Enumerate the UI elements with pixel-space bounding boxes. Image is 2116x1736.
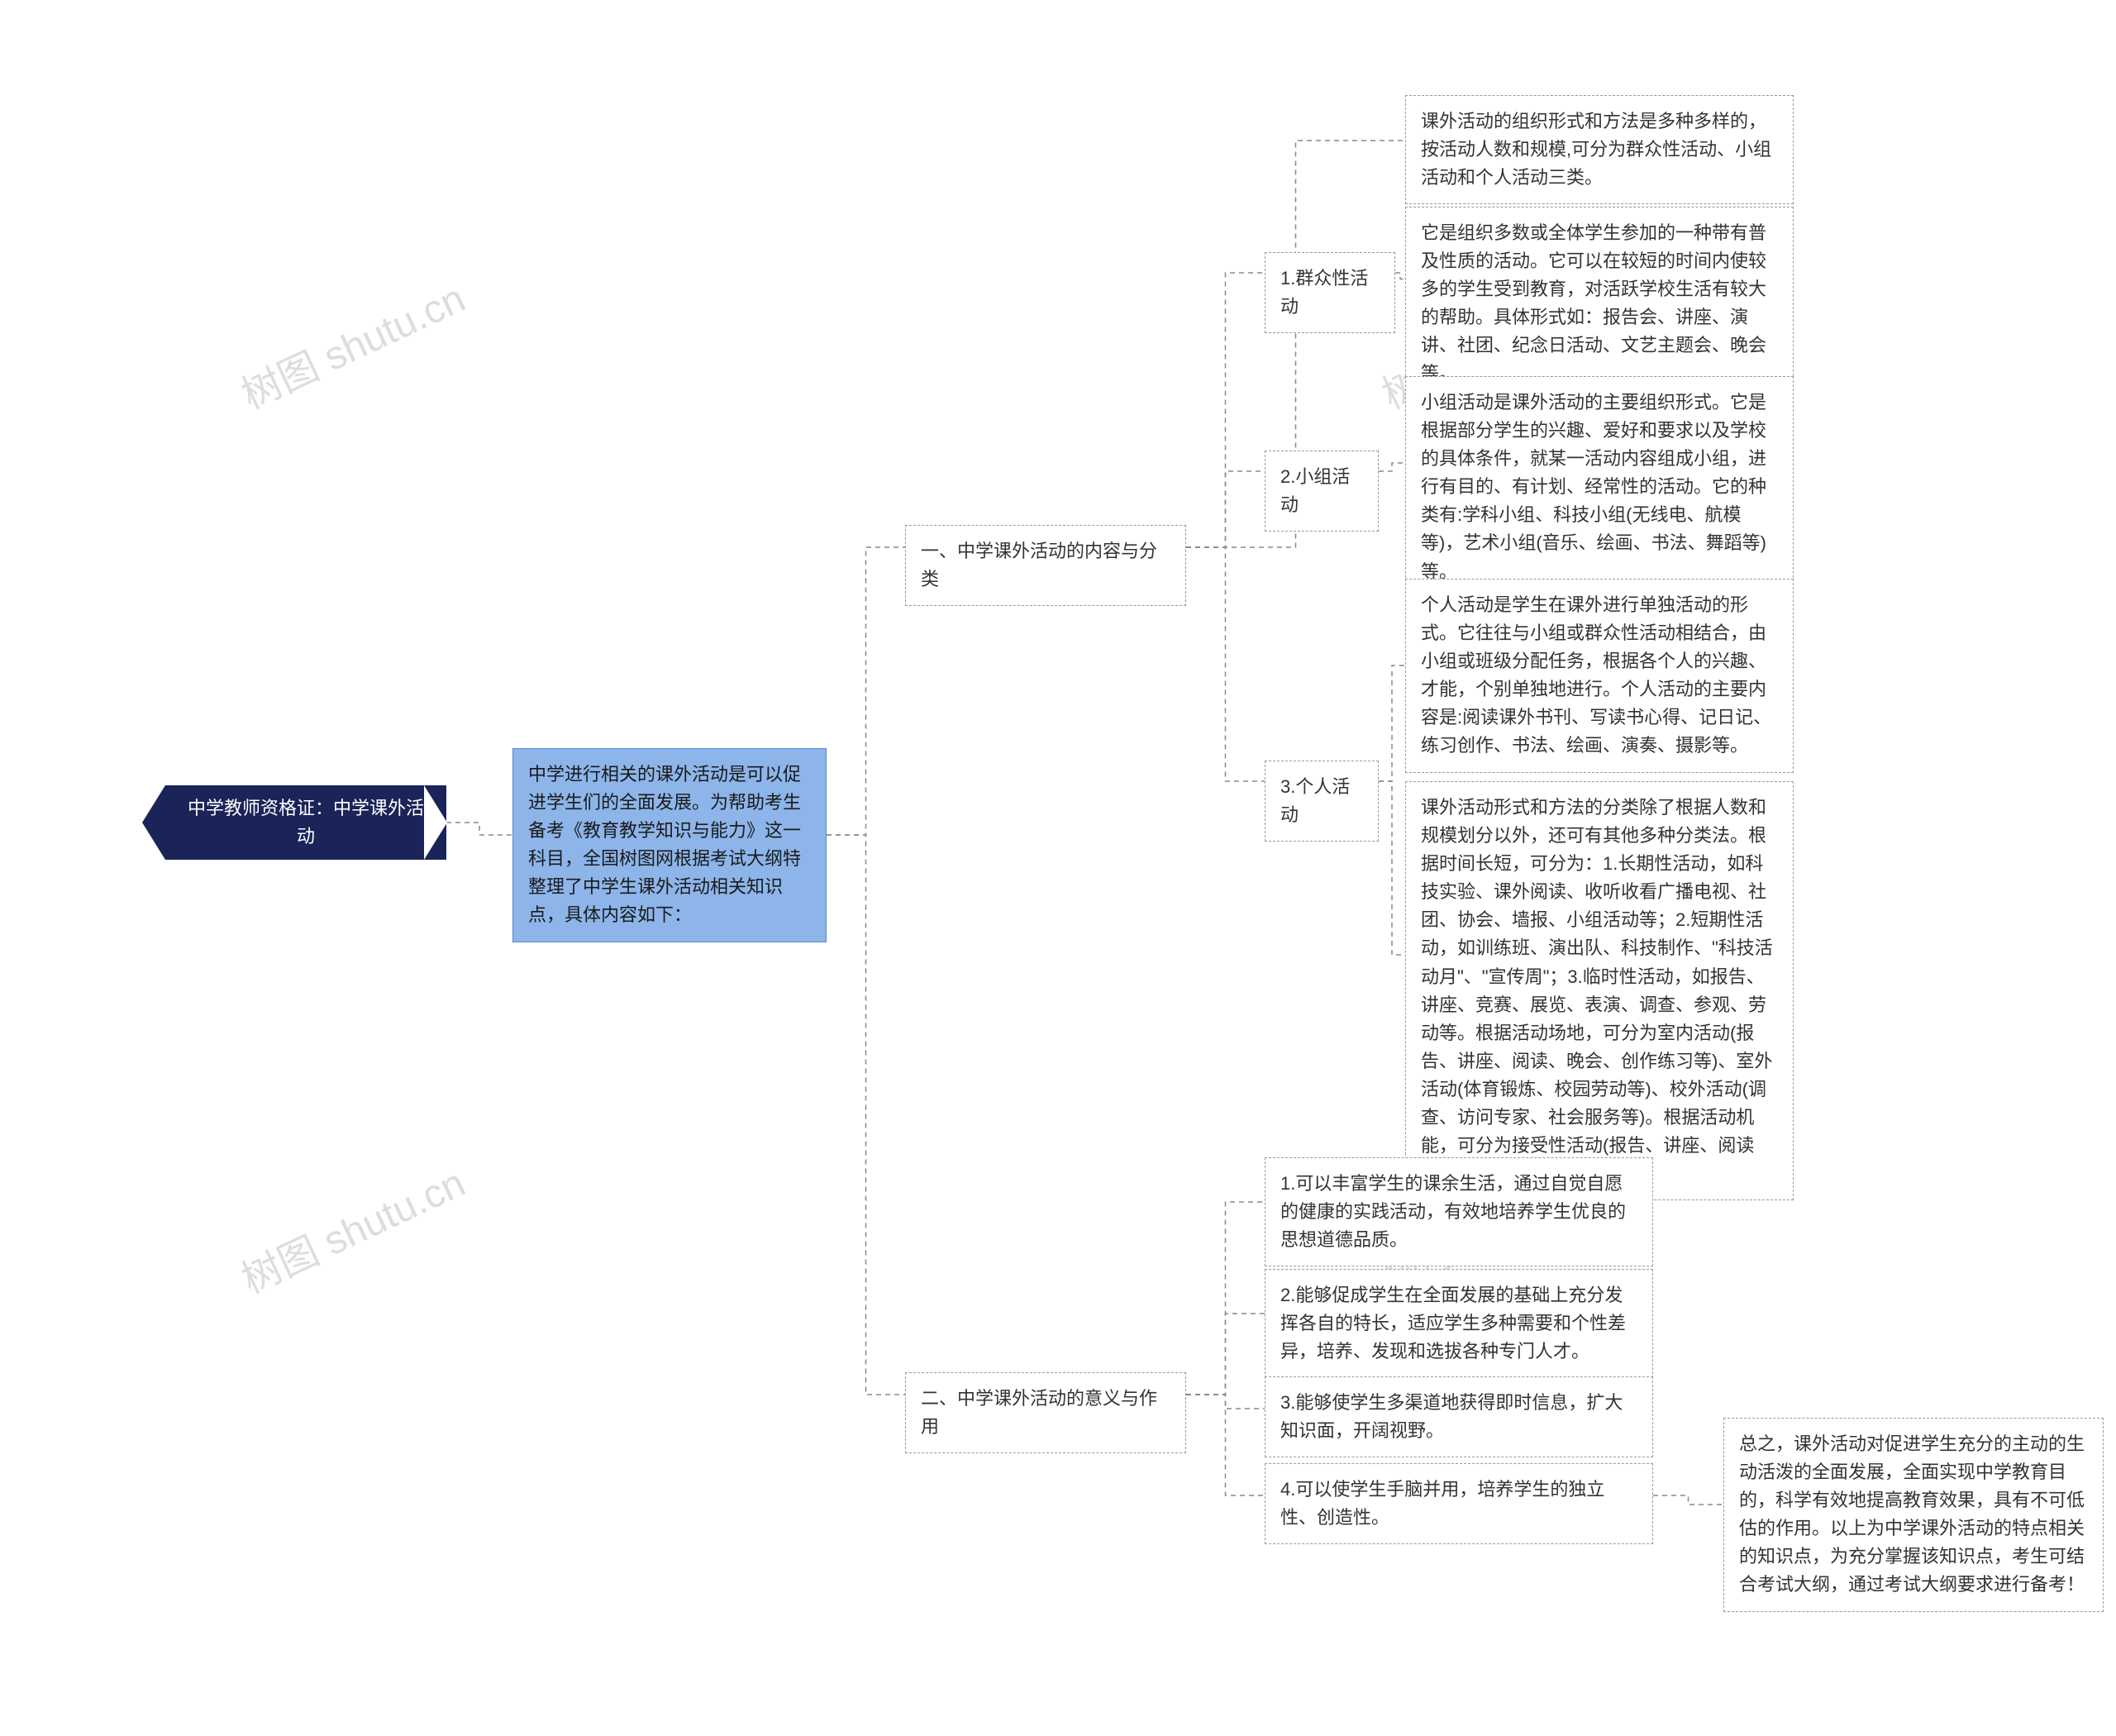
intro-node: 中学进行相关的课外活动是可以促进学生们的全面发展。为帮助考生备考《教育教学知识与… (512, 748, 827, 942)
leaf-d3-0: 3.能够使学生多渠道地获得即时信息，扩大知识面，开阔视野。 (1265, 1376, 1653, 1457)
leaf-c1-0: 课外活动的组织形式和方法是多种多样的，按活动人数和规模,可分为群众性活动、小组活… (1405, 95, 1794, 204)
child-c3-text: 2.小组活动 (1280, 466, 1350, 515)
leaf-d2-0-text: 2.能够促成学生在全面发展的基础上充分发挥各自的特长，适应学生多种需要和个性差异… (1280, 1285, 1626, 1362)
branch-b2: 二、中学课外活动的意义与作用 (905, 1372, 1186, 1453)
leaf-c4-1-text: 课外活动形式和方法的分类除了根据人数和规模划分以外，还可有其他多种分类法。根据时… (1421, 797, 1773, 1184)
leaf-c2-0-text: 它是组织多数或全体学生参加的一种带有普及性质的活动。它可以在较短的时间内使较多的… (1421, 222, 1766, 384)
watermark: 树图 shutu.cn (231, 266, 473, 420)
leaf-d3-0-text: 3.能够使学生多渠道地获得即时信息，扩大知识面，开阔视野。 (1280, 1392, 1623, 1441)
root-node: 中学教师资格证：中学课外活动 (165, 785, 446, 860)
leaf-c3-0-text: 小组活动是课外活动的主要组织形式。它是根据部分学生的兴趣、爱好和要求以及学校的具… (1421, 392, 1766, 582)
child-c2-text: 1.群众性活动 (1280, 268, 1368, 317)
leaf-c4-1: 课外活动形式和方法的分类除了根据人数和规模划分以外，还可有其他多种分类法。根据时… (1405, 781, 1794, 1200)
child-c4-text: 3.个人活动 (1280, 776, 1350, 825)
child-c3: 2.小组活动 (1265, 451, 1379, 532)
root-label: 中学教师资格证：中学课外活动 (180, 794, 431, 851)
leaf-c4-0-text: 个人活动是学生在课外进行单独活动的形式。它往往与小组或群众性活动相结合，由小组或… (1421, 594, 1771, 756)
child-c4: 3.个人活动 (1265, 761, 1379, 842)
intro-text: 中学进行相关的课外活动是可以促进学生们的全面发展。为帮助考生备考《教育教学知识与… (528, 764, 801, 925)
child-c2: 1.群众性活动 (1265, 252, 1395, 333)
leaf-d4-0-text: 总之，课外活动对促进学生充分的主动的生动活泼的全面发展，全面实现中学教育目的，科… (1739, 1433, 2085, 1595)
leaf-c2-0: 它是组织多数或全体学生参加的一种带有普及性质的活动。它可以在较短的时间内使较多的… (1405, 207, 1794, 401)
branch-b1-text: 一、中学课外活动的内容与分类 (921, 541, 1157, 589)
leaf-d4-0: 总之，课外活动对促进学生充分的主动的生动活泼的全面发展，全面实现中学教育目的，科… (1723, 1418, 2104, 1612)
branch-b1: 一、中学课外活动的内容与分类 (905, 525, 1186, 606)
leaf-d2-0: 2.能够促成学生在全面发展的基础上充分发挥各自的特长，适应学生多种需要和个性差异… (1265, 1269, 1653, 1378)
leaf-d1-0: 1.可以丰富学生的课余生活，通过自觉自愿的健康的实践活动，有效地培养学生优良的思… (1265, 1157, 1653, 1266)
branch-b2-text: 二、中学课外活动的意义与作用 (921, 1388, 1157, 1437)
leaf-c4-0: 个人活动是学生在课外进行单独活动的形式。它往往与小组或群众性活动相结合，由小组或… (1405, 579, 1794, 773)
leaf-c1-0-text: 课外活动的组织形式和方法是多种多样的，按活动人数和规模,可分为群众性活动、小组活… (1421, 111, 1771, 188)
child-d4: 4.可以使学生手脑并用，培养学生的独立性、创造性。 (1265, 1463, 1653, 1544)
watermark: 树图 shutu.cn (231, 1151, 473, 1304)
leaf-d1-0-text: 1.可以丰富学生的课余生活，通过自觉自愿的健康的实践活动，有效地培养学生优良的思… (1280, 1173, 1626, 1250)
leaf-c3-0: 小组活动是课外活动的主要组织形式。它是根据部分学生的兴趣、爱好和要求以及学校的具… (1405, 376, 1794, 599)
child-d4-text: 4.可以使学生手脑并用，培养学生的独立性、创造性。 (1280, 1479, 1604, 1528)
